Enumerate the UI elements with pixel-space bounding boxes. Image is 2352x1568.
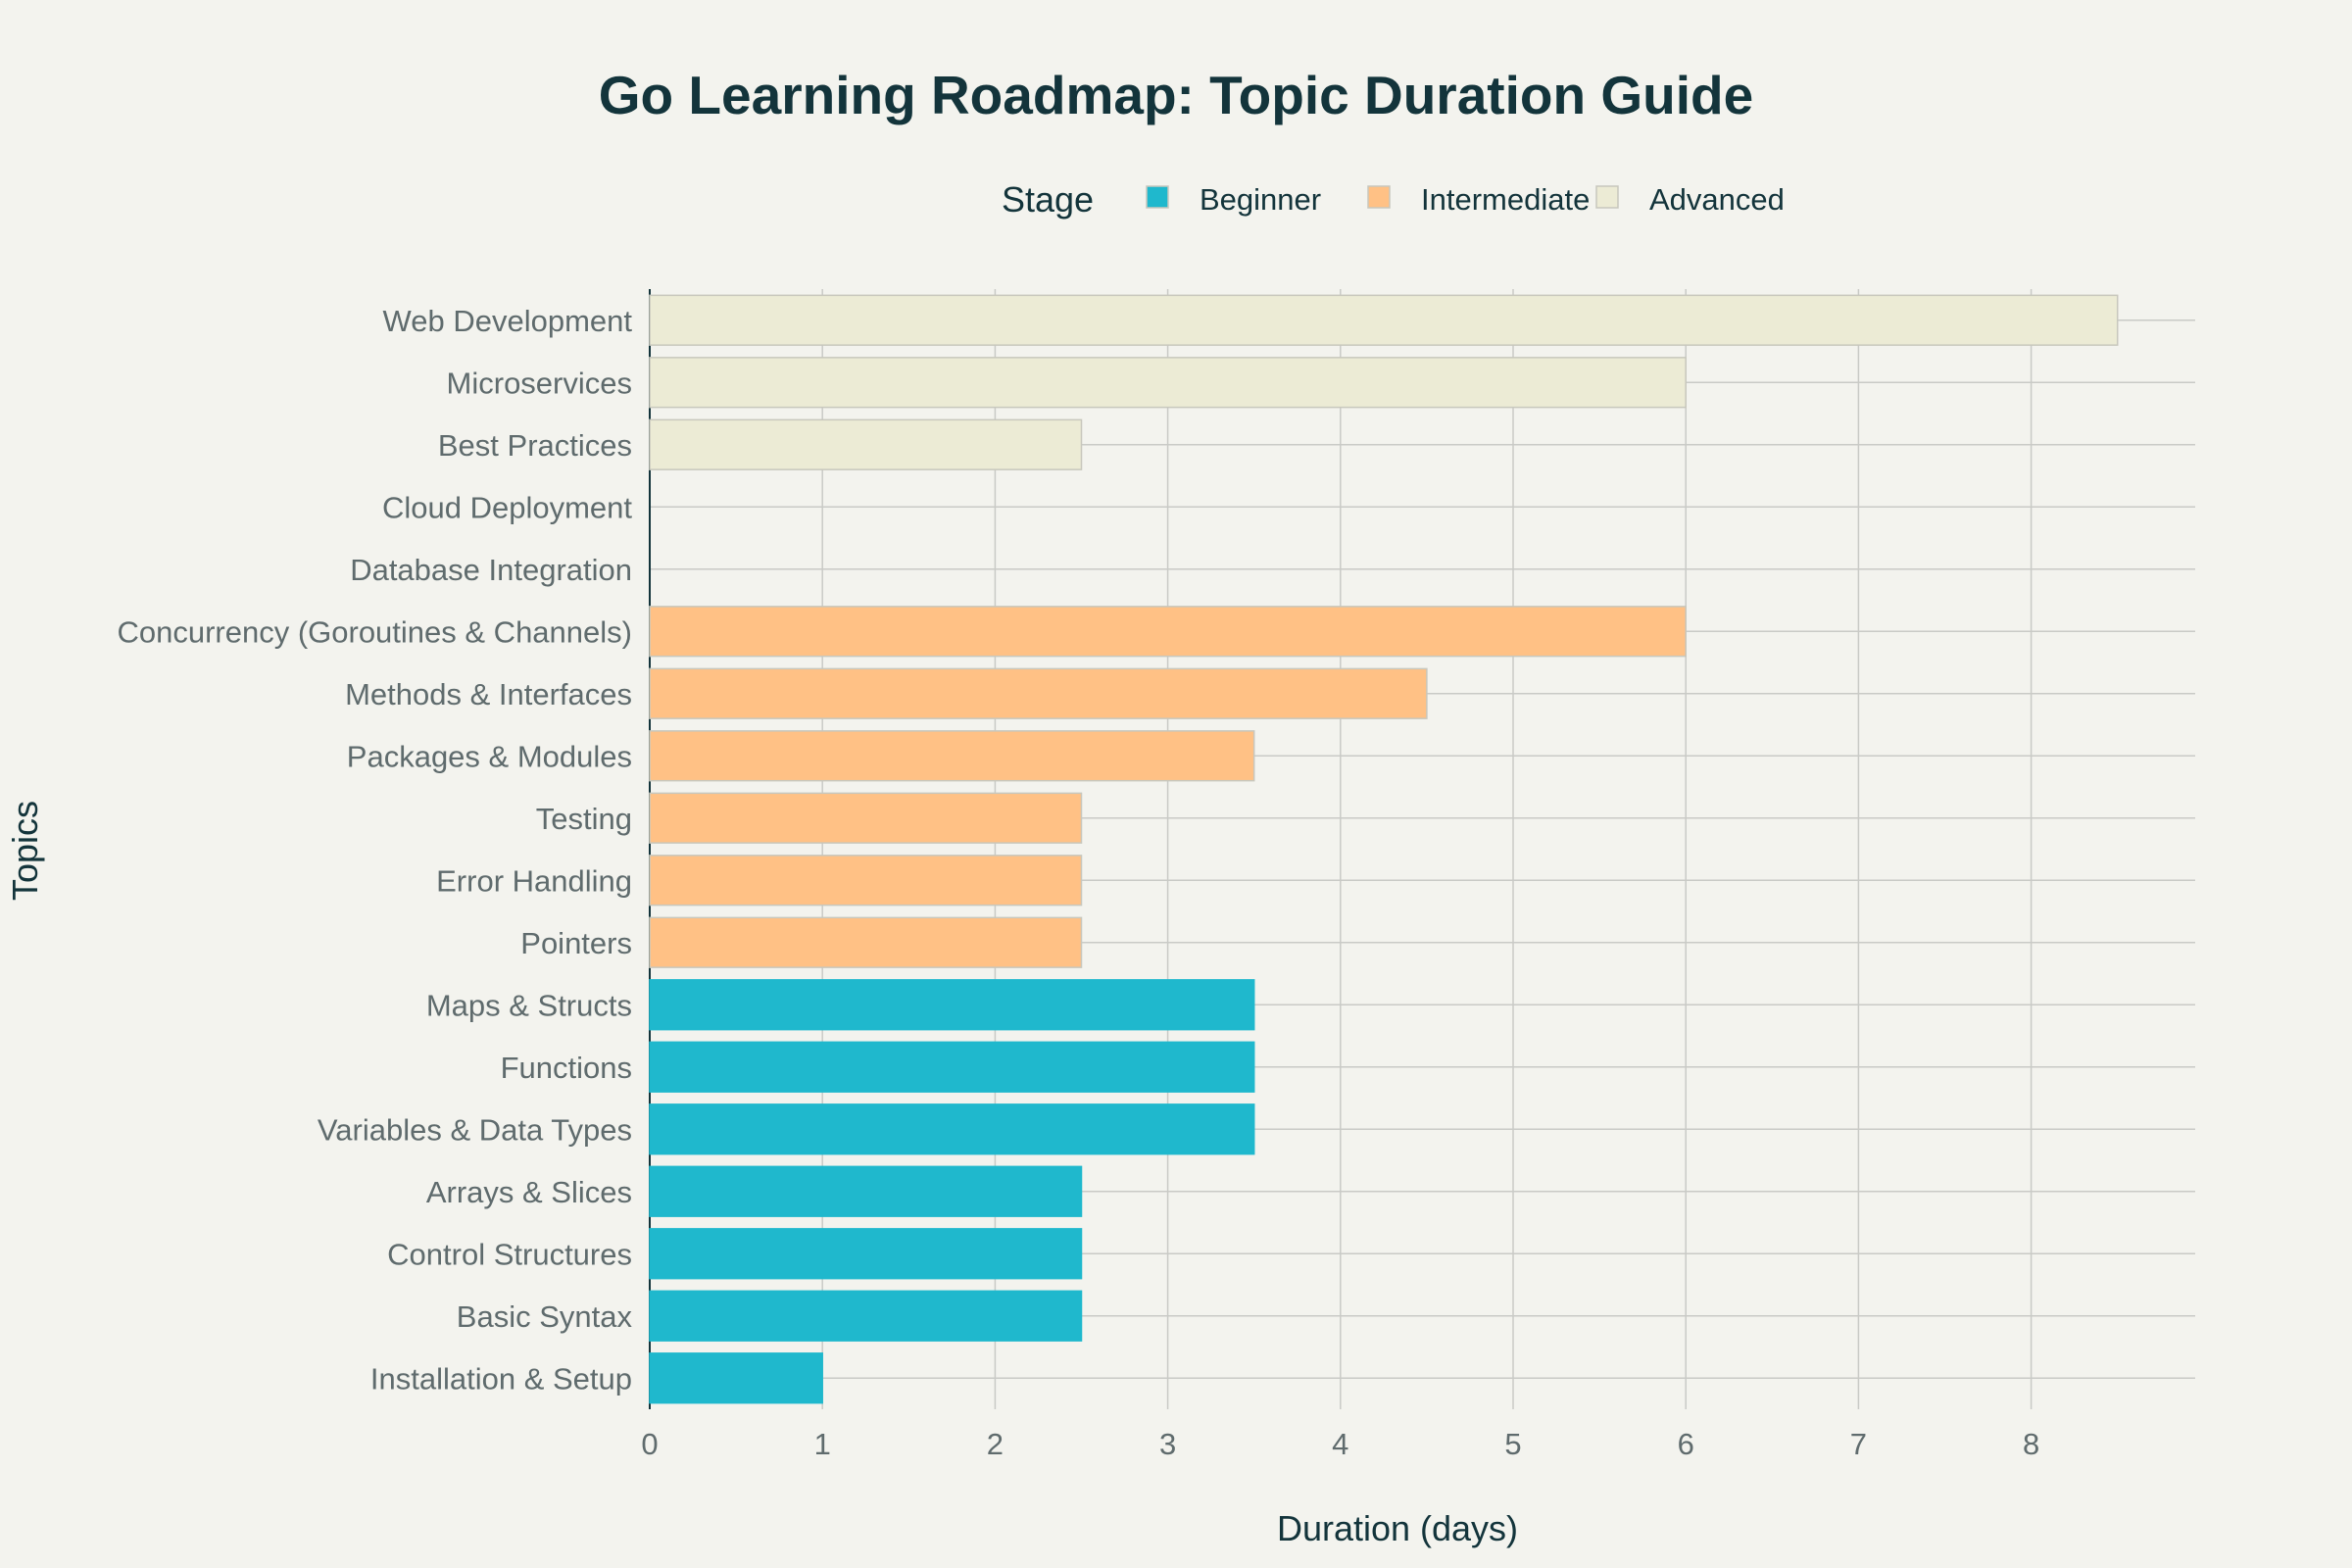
x-tick-label: 4 xyxy=(1332,1427,1348,1461)
y-tick-label: Testing xyxy=(536,802,632,836)
y-tick-label: Database Integration xyxy=(350,553,632,587)
bar-methods-interfaces xyxy=(649,667,1428,719)
x-tick-label: 5 xyxy=(1504,1427,1521,1461)
legend: Stage Beginner Intermediate Advanced xyxy=(1002,179,1785,220)
y-tick-label: Functions xyxy=(501,1051,632,1085)
x-tick-label: 1 xyxy=(814,1427,831,1461)
x-tick-label: 3 xyxy=(1159,1427,1176,1461)
bar-web-development xyxy=(649,294,2119,346)
x-axis-title: Duration (days) xyxy=(1277,1508,1518,1548)
y-tick-label: Microservices xyxy=(447,366,632,400)
y-tick-label: Concurrency (Goroutines & Channels) xyxy=(117,614,632,649)
legend-label-advanced[interactable]: Advanced xyxy=(1649,182,1785,217)
legend-title: Stage xyxy=(1002,179,1094,220)
bar-variables-data-types xyxy=(649,1103,1255,1155)
y-tick-label: Cloud Deployment xyxy=(382,490,632,524)
bar-functions xyxy=(649,1041,1255,1093)
y-tick-label: Methods & Interfaces xyxy=(345,677,632,711)
y-tick-label: Pointers xyxy=(520,926,632,960)
legend-swatch-intermediate xyxy=(1367,185,1391,209)
bar-arrays-slices xyxy=(649,1165,1083,1217)
bar-concurrency-goroutines-channels xyxy=(649,606,1687,658)
bar-best-practices xyxy=(649,418,1083,470)
y-tick-label: Arrays & Slices xyxy=(426,1175,632,1209)
y-axis-title: Topics xyxy=(5,801,45,901)
y-tick-label: Error Handling xyxy=(436,863,632,898)
y-tick-label: Best Practices xyxy=(438,428,632,463)
bar-microservices xyxy=(649,357,1687,409)
bar-installation-setup xyxy=(649,1352,823,1404)
y-tick-label: Installation & Setup xyxy=(370,1361,632,1396)
y-tick-label: Control Structures xyxy=(387,1237,632,1271)
y-tick-label: Packages & Modules xyxy=(347,739,632,773)
y-tick-label: Basic Syntax xyxy=(457,1299,633,1334)
x-tick-labels: 0 1 2 3 4 5 6 7 8 xyxy=(641,1427,2039,1461)
x-tick-label: 7 xyxy=(1850,1427,1867,1461)
bar-pointers xyxy=(649,916,1083,968)
chart-title: Go Learning Roadmap: Topic Duration Guid… xyxy=(599,65,1753,125)
legend-label-beginner[interactable]: Beginner xyxy=(1200,182,1321,217)
bar-basic-syntax xyxy=(649,1290,1083,1342)
bar-maps-structs xyxy=(649,979,1255,1031)
y-tick-label: Maps & Structs xyxy=(426,988,632,1022)
bar-testing xyxy=(649,792,1083,844)
legend-swatch-advanced xyxy=(1595,185,1619,209)
x-tick-label: 8 xyxy=(2023,1427,2039,1461)
legend-label-intermediate[interactable]: Intermediate xyxy=(1421,182,1590,217)
x-tick-label: 2 xyxy=(987,1427,1004,1461)
bar-control-structures xyxy=(649,1228,1083,1280)
x-tick-label: 6 xyxy=(1678,1427,1694,1461)
legend-swatch-beginner xyxy=(1146,185,1169,209)
bar-error-handling xyxy=(649,855,1083,906)
y-tick-labels: Installation & Setup Basic Syntax Control … xyxy=(117,304,632,1396)
x-tick-label: 0 xyxy=(641,1427,658,1461)
bars xyxy=(649,294,2119,1404)
y-tick-label: Variables & Data Types xyxy=(318,1112,632,1147)
bar-packages-modules xyxy=(649,730,1255,782)
y-tick-label: Web Development xyxy=(383,304,633,338)
